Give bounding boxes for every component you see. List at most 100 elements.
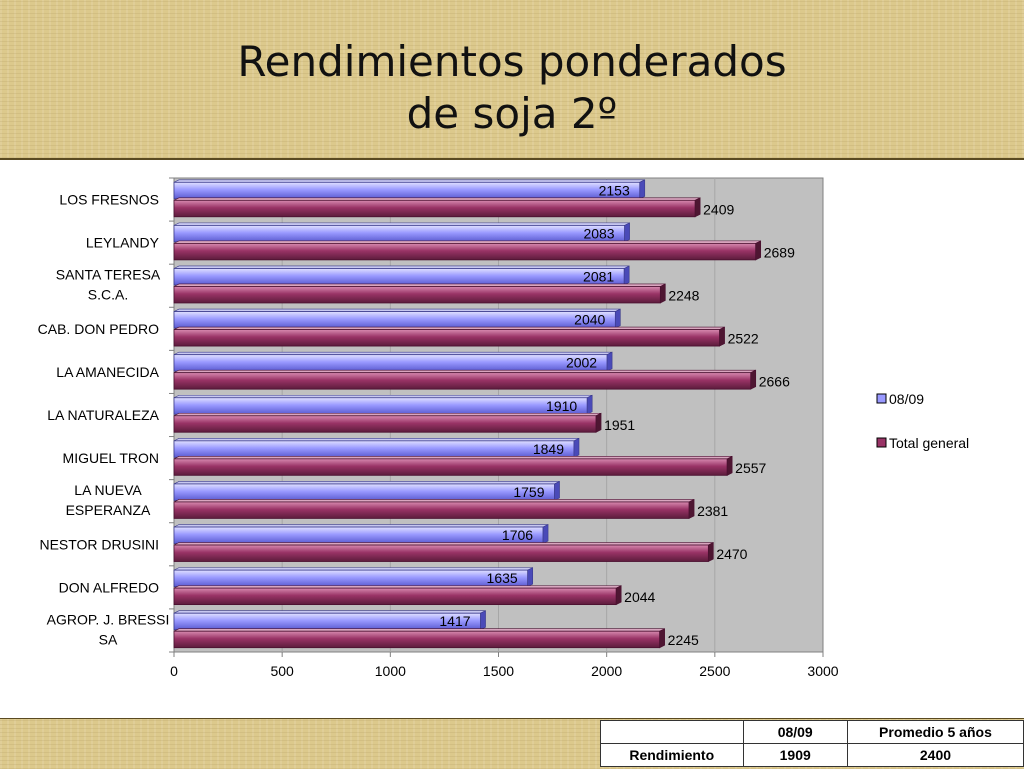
data-label-total-general: 2245 <box>668 632 699 648</box>
bar-end-face <box>694 197 701 218</box>
bar-total-general <box>173 415 597 433</box>
bar-end-face <box>615 308 621 329</box>
x-tick-label: 1500 <box>483 663 514 679</box>
bar-end-face <box>639 179 646 200</box>
category-label: ESPERANZA <box>66 502 151 518</box>
bar-total-general <box>173 372 752 390</box>
bar-end-face <box>586 394 593 415</box>
category-label: MIGUEL TRON <box>63 450 159 466</box>
data-label-0809: 2153 <box>599 182 630 198</box>
bar-total-general <box>173 501 690 519</box>
data-label-0809: 2040 <box>574 312 605 328</box>
bar-end-face <box>595 412 602 433</box>
bar-0809 <box>173 569 529 588</box>
bar-total-general <box>173 544 709 562</box>
data-label-total-general: 2666 <box>759 374 790 390</box>
data-label-total-general: 2557 <box>735 460 766 476</box>
category-label: LOS FRESNOS <box>59 192 159 208</box>
data-label-0809: 1759 <box>513 484 544 500</box>
category-label: S.C.A. <box>88 287 128 303</box>
bar-0809 <box>173 483 555 501</box>
category-label: SA <box>99 631 118 647</box>
bar-total-general <box>173 242 757 261</box>
legend-swatch <box>876 437 887 448</box>
summary-value-promedio: 2400 <box>846 743 1024 767</box>
bar-0809 <box>173 181 641 200</box>
bar-end-face <box>542 524 549 545</box>
legend-entry: 08/09 <box>889 391 924 407</box>
data-label-total-general: 2381 <box>697 503 728 519</box>
data-label-total-general: 2409 <box>703 201 734 217</box>
data-label-total-general: 2470 <box>716 546 747 562</box>
category-label: LA AMANECIDA <box>56 364 159 380</box>
bar-total-general <box>173 587 617 606</box>
bar-end-face <box>606 351 613 372</box>
x-tick-label: 2000 <box>591 663 622 679</box>
bar-end-face <box>554 480 560 501</box>
bar-end-face <box>624 222 630 243</box>
bar-end-face <box>480 610 486 631</box>
category-label: SANTA TERESA <box>56 267 161 283</box>
bar-0809 <box>173 311 616 329</box>
title-line-1: Rendimientos ponderados <box>237 37 787 86</box>
bar-end-face <box>688 498 695 519</box>
bar-total-general <box>173 286 661 304</box>
summary-header-empty <box>600 720 744 744</box>
summary-header-promedio: Promedio 5 años <box>846 720 1024 744</box>
category-label: DON ALFREDO <box>59 579 159 595</box>
category-label: NESTOR DRUSINI <box>39 536 159 552</box>
summary-value-0809: 1909 <box>742 743 848 767</box>
bar-0809 <box>173 268 625 286</box>
summary-table: 08/09 Promedio 5 años Rendimiento 1909 2… <box>600 720 1024 767</box>
header-band <box>0 0 1024 160</box>
data-label-0809: 1910 <box>546 398 577 414</box>
data-label-0809: 1849 <box>533 441 564 457</box>
x-tick-label: 0 <box>170 663 178 679</box>
summary-header-0809: 08/09 <box>742 720 848 744</box>
category-label: AGROP. J. BRESSI <box>47 611 170 627</box>
x-tick-label: 2500 <box>699 663 730 679</box>
bar-end-face <box>659 628 665 649</box>
bar-total-general <box>173 458 728 476</box>
title-line-2: de soja 2º <box>406 89 618 138</box>
category-label: CAB. DON PEDRO <box>38 321 159 337</box>
data-label-total-general: 2522 <box>728 331 759 347</box>
bar-end-face <box>623 265 630 286</box>
bar-0809 <box>173 397 588 415</box>
data-label-total-general: 2044 <box>624 589 655 605</box>
bar-end-face <box>755 240 762 261</box>
bar-end-face <box>615 585 622 606</box>
x-tick-label: 3000 <box>807 663 838 679</box>
data-label-0809: 1635 <box>487 570 518 586</box>
bar-end-face <box>750 369 757 390</box>
summary-table-header-row: 08/09 Promedio 5 años <box>600 720 1024 744</box>
x-tick-label: 500 <box>270 663 294 679</box>
bar-0809 <box>173 440 575 458</box>
bar-0809 <box>173 224 626 243</box>
data-label-total-general: 2248 <box>668 287 699 303</box>
data-label-0809: 2083 <box>583 225 614 241</box>
category-label: LA NUEVA <box>74 482 142 498</box>
bar-total-general <box>173 199 696 218</box>
bar-chart: 0 500 1000 1500 2000 2500 3000 2153 2409 LOS FRES… <box>38 177 969 679</box>
bar-0809 <box>173 612 481 631</box>
category-label: LEYLANDY <box>86 235 160 251</box>
summary-table-row: Rendimiento 1909 2400 <box>600 743 1024 767</box>
bar-total-general <box>173 630 661 649</box>
category-label: LA NATURALEZA <box>47 407 159 423</box>
bar-0809 <box>173 526 544 544</box>
bar-end-face <box>708 542 714 563</box>
x-tick-label: 1000 <box>375 663 406 679</box>
data-label-total-general: 1951 <box>604 417 635 433</box>
slide-title: Rendimientos ponderados de soja 2º <box>0 36 1024 140</box>
data-label-0809: 2081 <box>583 268 614 284</box>
bar-total-general <box>173 329 720 347</box>
summary-row-label: Rendimiento <box>600 743 744 767</box>
bar-end-face <box>527 567 534 588</box>
data-label-0809: 1417 <box>439 613 470 629</box>
bar-end-face <box>719 326 725 347</box>
data-label-0809: 2002 <box>566 355 597 371</box>
legend-entry: Total general <box>889 435 969 451</box>
bar-end-face <box>726 455 733 476</box>
data-label-total-general: 2689 <box>764 244 795 260</box>
